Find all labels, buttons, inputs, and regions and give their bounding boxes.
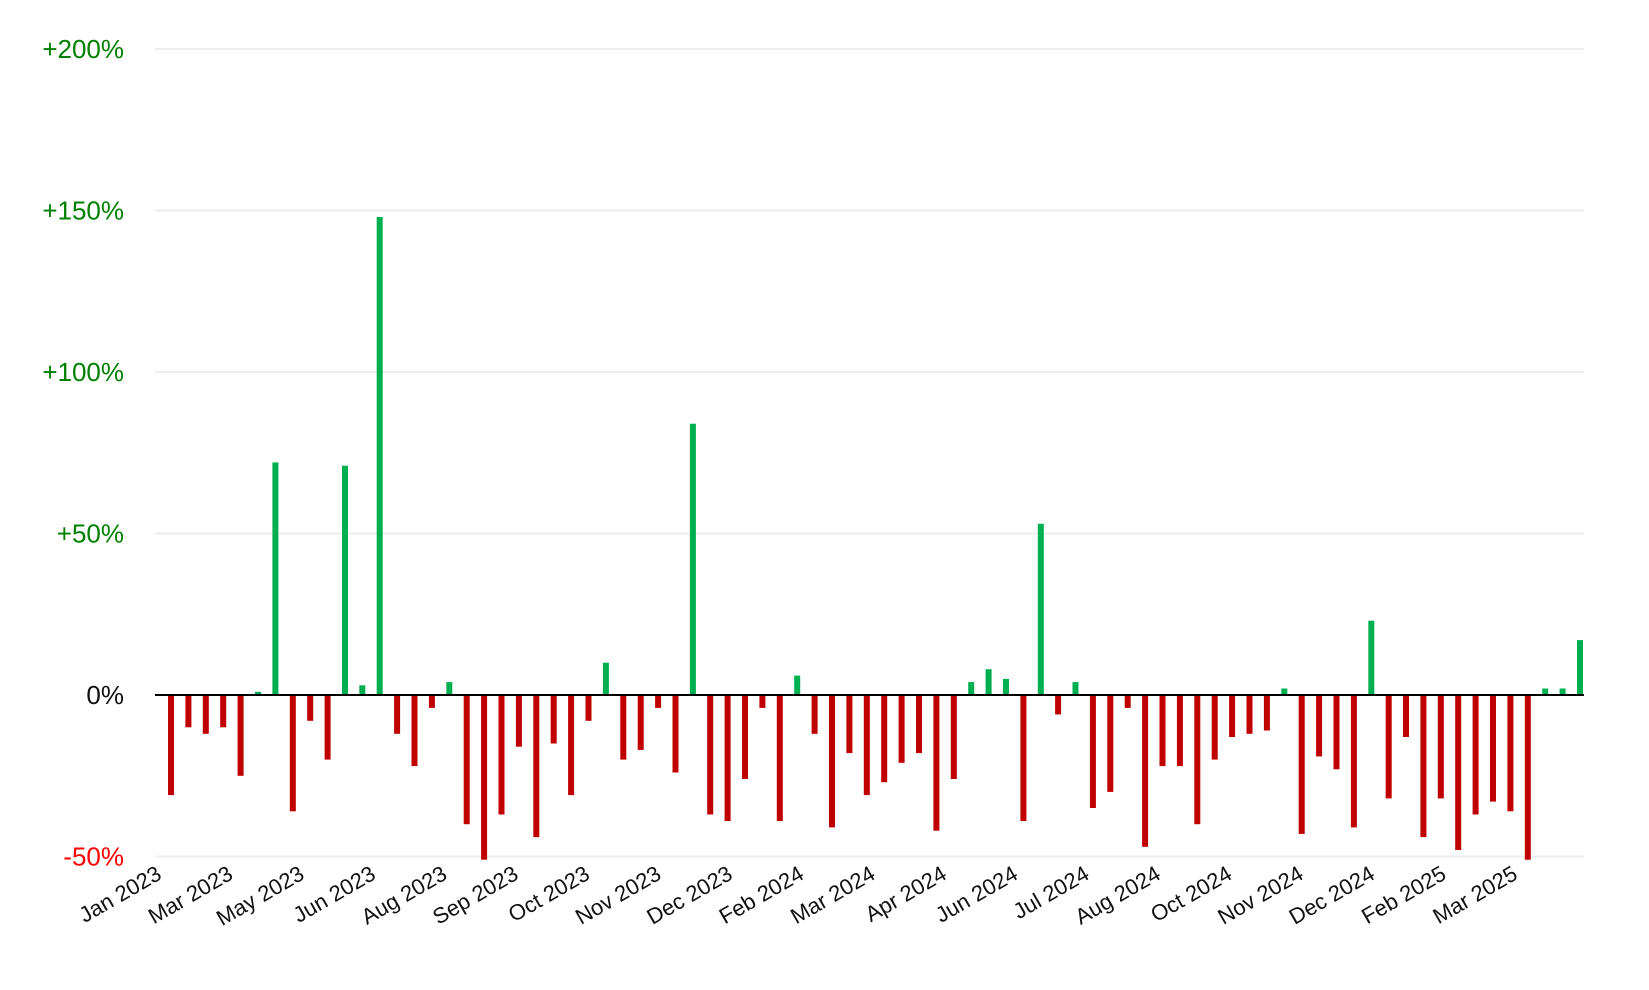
gridlines bbox=[155, 48, 1584, 858]
bar bbox=[168, 695, 174, 796]
bar bbox=[933, 695, 940, 831]
bar bbox=[846, 695, 853, 754]
bar bbox=[950, 695, 957, 779]
bar bbox=[689, 423, 696, 695]
bar bbox=[202, 695, 209, 734]
bar bbox=[533, 695, 540, 838]
bar bbox=[1055, 695, 1062, 715]
bar bbox=[1455, 695, 1462, 850]
bar bbox=[637, 695, 644, 750]
bar bbox=[1159, 695, 1166, 767]
bar bbox=[394, 695, 401, 734]
bar bbox=[446, 682, 453, 695]
bar bbox=[1281, 688, 1288, 695]
bar bbox=[1107, 695, 1114, 792]
bar bbox=[794, 675, 801, 695]
bar bbox=[1176, 695, 1183, 767]
bar bbox=[1559, 688, 1566, 695]
bar bbox=[481, 695, 488, 860]
bar bbox=[1020, 695, 1027, 821]
bar bbox=[324, 695, 331, 760]
bar bbox=[550, 695, 557, 744]
bar bbox=[1507, 695, 1514, 812]
bar bbox=[1333, 695, 1340, 770]
bar bbox=[1298, 695, 1305, 834]
bar bbox=[1194, 695, 1201, 825]
x-tick-label: Jun 2024 bbox=[931, 861, 1022, 928]
bar bbox=[237, 695, 244, 776]
bar bbox=[863, 695, 870, 796]
y-tick-label: +150% bbox=[42, 196, 124, 226]
bar bbox=[585, 695, 592, 721]
bar bbox=[1316, 695, 1323, 757]
bar bbox=[255, 691, 261, 695]
bar bbox=[881, 695, 888, 783]
bar bbox=[342, 465, 348, 695]
bar bbox=[742, 695, 748, 779]
bar bbox=[1437, 695, 1444, 799]
y-tick-label: +50% bbox=[57, 519, 124, 549]
bar bbox=[829, 695, 835, 828]
bar bbox=[1037, 523, 1044, 695]
bar bbox=[1003, 678, 1009, 695]
bar bbox=[916, 695, 922, 754]
bar bbox=[1542, 688, 1549, 695]
y-tick-label: +200% bbox=[42, 34, 124, 64]
bar bbox=[568, 695, 575, 796]
bar bbox=[1403, 695, 1409, 737]
bar bbox=[707, 695, 714, 815]
bar bbox=[811, 695, 818, 734]
bar bbox=[1263, 695, 1270, 731]
bar bbox=[1072, 682, 1079, 695]
bar bbox=[1472, 695, 1479, 815]
y-tick-label: 0% bbox=[86, 680, 124, 710]
bar bbox=[1524, 695, 1531, 860]
bar bbox=[724, 695, 731, 821]
bar bbox=[1420, 695, 1427, 838]
bar bbox=[272, 462, 279, 695]
bar bbox=[185, 695, 192, 728]
bar bbox=[1246, 695, 1253, 734]
bar bbox=[1142, 695, 1149, 847]
y-axis-labels: +200% +150% +100% +50% 0% -50% bbox=[42, 34, 124, 872]
bar bbox=[1577, 640, 1583, 695]
bar bbox=[515, 695, 522, 747]
bar bbox=[1385, 695, 1392, 799]
bar bbox=[672, 695, 679, 773]
bar bbox=[359, 685, 366, 695]
bar bbox=[1490, 695, 1496, 802]
bar bbox=[759, 695, 766, 708]
bar bbox=[289, 695, 296, 812]
bar bbox=[1229, 695, 1236, 737]
bar bbox=[898, 695, 905, 763]
bar bbox=[655, 695, 662, 708]
bar bbox=[1211, 695, 1218, 760]
y-tick-label: +100% bbox=[42, 357, 124, 387]
bar bbox=[376, 217, 383, 695]
bar bbox=[1089, 695, 1096, 808]
bar bbox=[1124, 695, 1131, 708]
bars bbox=[168, 217, 1583, 860]
y-tick-label: -50% bbox=[63, 842, 124, 872]
bar bbox=[776, 695, 783, 821]
bar bbox=[307, 695, 314, 721]
bar bbox=[463, 695, 470, 825]
bar bbox=[498, 695, 505, 815]
bar bbox=[1350, 695, 1357, 828]
bar bbox=[968, 682, 975, 695]
bar bbox=[1368, 620, 1375, 695]
bar bbox=[985, 669, 992, 695]
bar bbox=[428, 695, 435, 708]
bar bbox=[620, 695, 627, 760]
bar bbox=[220, 695, 227, 728]
bar bbox=[602, 662, 609, 695]
bar bbox=[411, 695, 418, 767]
